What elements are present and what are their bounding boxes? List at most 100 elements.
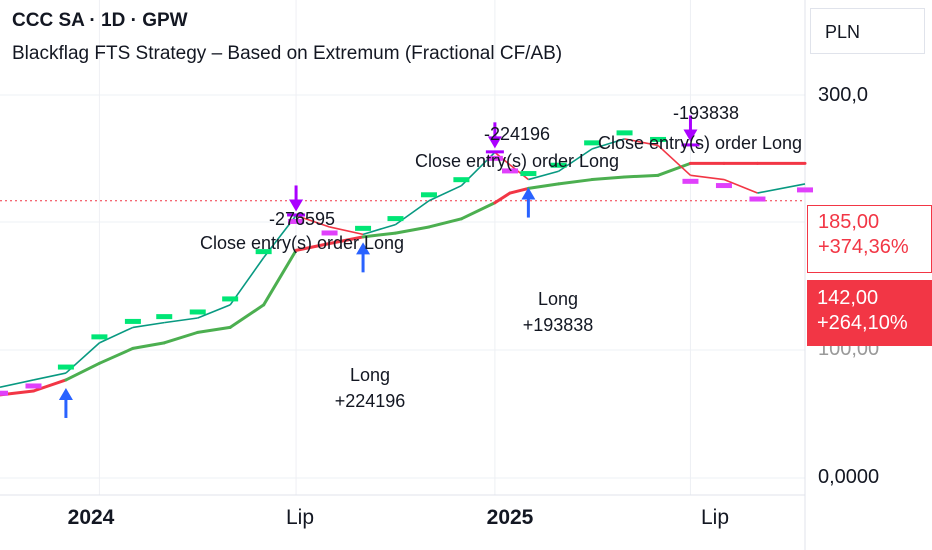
price-segment — [528, 170, 559, 181]
signal-value-label: -276595 — [268, 209, 336, 229]
signal-value-label: -193838 — [672, 103, 740, 123]
trailing-stop-segment — [361, 231, 397, 239]
indicator-title: Blackflag FTS Strategy – Based on Extrem… — [12, 43, 563, 64]
currency-label: PLN — [825, 22, 861, 42]
trailing-stop-price: 185,00 — [818, 211, 880, 233]
trailing-stop-segment — [493, 191, 512, 205]
trailing-stop-segment — [196, 325, 232, 334]
extremum-level-mark — [420, 192, 437, 198]
price-segment — [99, 326, 134, 344]
extremum-level-mark — [288, 218, 305, 224]
price-segment — [509, 164, 529, 181]
price-segment — [197, 304, 231, 319]
trailing-stop-segment — [262, 248, 298, 307]
extremum-level-mark — [57, 364, 74, 370]
signal-markers — [58, 115, 700, 418]
trailing-stop-segment — [427, 217, 463, 229]
close-bar — [681, 143, 700, 147]
trailing-stop-segment — [131, 341, 166, 350]
long-entry-arrow-head — [58, 387, 73, 400]
extremum-level-mark — [682, 178, 699, 184]
extremum-level-mark — [124, 318, 141, 324]
price-segment — [0, 379, 34, 389]
price-segment — [295, 214, 330, 228]
price-segment — [329, 226, 364, 236]
long-entry-arrow-head — [521, 187, 536, 200]
trailing-stop-segment — [162, 330, 200, 345]
extremum-level-mark — [189, 309, 206, 315]
trailing-stop-segment — [97, 346, 135, 365]
trailing-stop-segment — [526, 182, 561, 190]
extremum-level-mark — [355, 225, 372, 231]
extremum-level-mark — [616, 130, 633, 136]
extremum-level-mark — [584, 140, 601, 146]
trailing-stop-segment — [31, 378, 68, 393]
grid — [0, 0, 806, 550]
extremum-level-mark — [502, 168, 519, 174]
price-segment — [428, 184, 462, 202]
extremum-level-mark — [156, 314, 173, 320]
price-segment — [164, 317, 198, 324]
trailing-stop-segment — [64, 361, 101, 382]
extremum-level-mark — [453, 177, 470, 183]
extremum-level-mark — [0, 390, 8, 396]
price-segment — [362, 223, 396, 236]
extremum-level-mark — [255, 249, 272, 255]
signal-text-label: Close entry(s) order Long — [597, 133, 803, 153]
extremum-level-mark — [650, 136, 667, 142]
signal-value-label: -224196 — [483, 124, 551, 144]
signal-text-label: Close entry(s) order Long — [199, 233, 405, 253]
price-segment — [132, 321, 165, 329]
y-tick-label: 300,0 — [818, 84, 869, 106]
currency-selector[interactable]: PLN — [810, 8, 925, 54]
trailing-stop-segment — [656, 161, 692, 177]
series — [0, 130, 813, 397]
symbol-title: CCC SA · 1D · GPW — [12, 10, 188, 31]
extremum-level-mark — [91, 334, 108, 340]
close-arrow-head — [683, 129, 698, 142]
trailing-stop-segment — [459, 201, 497, 221]
last-price-tag: 142,00 +264,10% — [807, 280, 932, 346]
extremum-level-mark — [25, 383, 42, 389]
price-segment — [33, 372, 67, 381]
last-price-change: +264,10% — [817, 312, 908, 334]
trailing-stop-segment — [508, 186, 530, 195]
price-segment — [657, 144, 692, 176]
trailing-stop-change: +374,36% — [818, 236, 909, 258]
extremum-level-mark — [486, 155, 503, 161]
signal-text-label: Close entry(s) order Long — [414, 151, 620, 171]
trailing-stop-segment — [590, 175, 627, 182]
close-arrow-head — [487, 136, 502, 149]
trailing-stop-segment — [228, 303, 266, 329]
y-tick-label: 0,0000 — [818, 466, 880, 488]
trailing-stop-segment — [623, 173, 660, 179]
extremum-level-mark — [749, 196, 766, 202]
price-segment — [757, 183, 806, 194]
trailing-stop-segment — [557, 178, 594, 186]
long-entry-arrow-head — [356, 242, 371, 255]
signal-text-label: Long — [537, 289, 579, 309]
signal-text-label: Long — [349, 365, 391, 385]
price-segment — [690, 174, 725, 181]
extremum-level-mark — [550, 162, 567, 168]
x-tick-label: 2025 — [486, 506, 534, 529]
price-segment — [624, 138, 659, 147]
trailing-stop-segment — [393, 225, 431, 235]
x-tick-label: 2024 — [67, 506, 115, 529]
last-price: 142,00 — [817, 287, 879, 309]
close-bar — [287, 213, 306, 217]
x-tick-label: Lip — [700, 506, 730, 529]
close-bar — [485, 150, 504, 154]
extremum-level-mark — [222, 296, 239, 302]
signal-value-label: +193838 — [522, 315, 594, 335]
x-tick-label: Lip — [285, 506, 315, 529]
extremum-level-mark — [715, 183, 732, 189]
price-segment — [723, 178, 758, 194]
close-arrow-head — [289, 199, 304, 212]
trailing-stop-price-tag: 185,00 +374,36% — [807, 205, 932, 273]
price-segment — [591, 138, 625, 150]
trailing-stop-segment — [294, 241, 332, 252]
trailing-stop-segment — [328, 235, 365, 245]
extremum-level-mark — [797, 187, 813, 193]
